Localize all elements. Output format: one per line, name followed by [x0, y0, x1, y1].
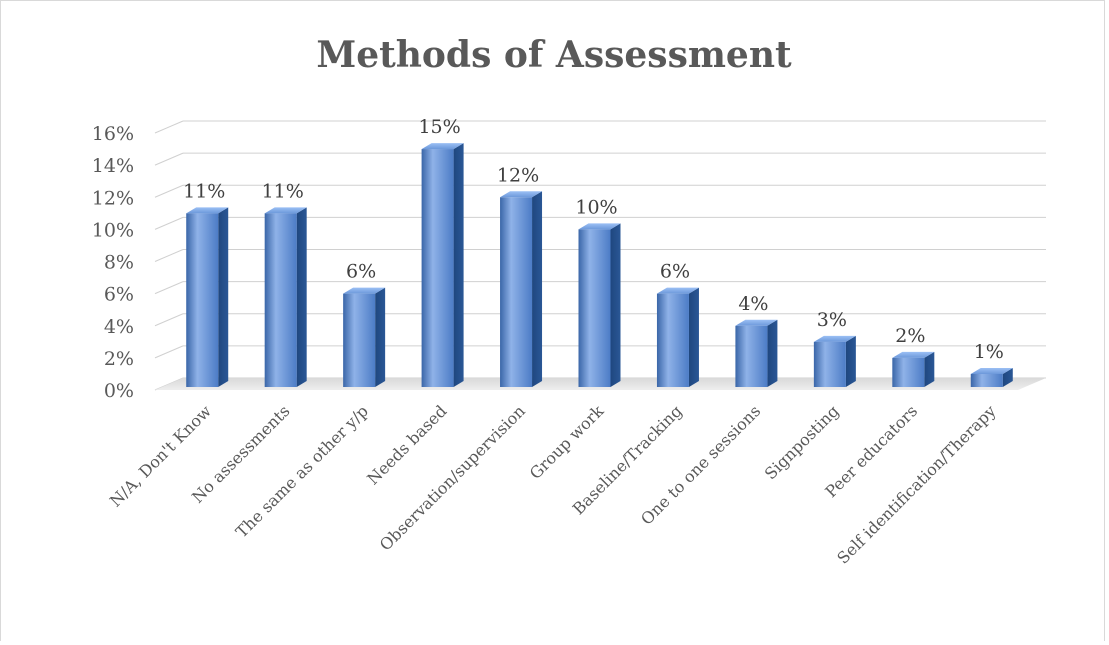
bar-front [656, 293, 689, 387]
bar-side [453, 143, 464, 387]
y-tick-label: 12% [92, 187, 134, 209]
bar-front [970, 373, 1003, 387]
bar-side [924, 351, 935, 387]
bar-top [578, 223, 621, 230]
bar-side [845, 335, 856, 387]
bar [343, 287, 386, 387]
data-label: 2% [895, 325, 925, 347]
bar-front [421, 149, 454, 387]
bar [892, 351, 935, 387]
bar-side [610, 223, 621, 387]
bar-front [186, 213, 219, 387]
data-label: 3% [817, 309, 847, 331]
data-label: 1% [974, 341, 1004, 363]
grid-line-depth [154, 345, 184, 359]
bar-front [813, 341, 846, 387]
data-label: 12% [497, 164, 539, 186]
data-label: 4% [738, 293, 768, 315]
y-tick-label: 0% [104, 380, 134, 402]
grid-line-depth [154, 152, 184, 166]
bar-front [500, 197, 533, 387]
bar [735, 319, 778, 387]
bar-top [813, 335, 856, 342]
data-labels: 11% 11% 6% 15% 12% 10% 6% 4% 3% 2% 1% [183, 116, 1004, 363]
y-tick-label: 10% [92, 219, 134, 241]
bar [813, 335, 856, 387]
grid-line-depth [154, 184, 184, 198]
bar [500, 191, 543, 387]
bar [421, 143, 464, 387]
bar-side [296, 207, 307, 387]
bar-top [186, 207, 229, 214]
grid-line-depth [154, 120, 184, 134]
y-axis: 0% 2% 4% 6% 8% 10% 12% 14% 16% [92, 123, 134, 402]
bar-front [892, 357, 925, 387]
data-label: 11% [262, 180, 304, 202]
bar-top [656, 287, 699, 294]
bar [264, 207, 307, 387]
y-tick-label: 2% [104, 348, 134, 370]
y-tick-label: 14% [92, 155, 134, 177]
bar-top [264, 207, 307, 214]
bar-side [532, 191, 543, 387]
grid-line-depth [154, 216, 184, 230]
y-tick-label: 6% [104, 284, 134, 306]
data-label: 6% [346, 261, 376, 283]
bar [186, 207, 229, 387]
bar-front [735, 325, 768, 387]
y-tick-label: 16% [92, 123, 134, 145]
bar-side [688, 287, 699, 387]
bar-front [578, 229, 611, 387]
y-tick-label: 4% [104, 316, 134, 338]
bar [656, 287, 699, 387]
grid-line-depth [154, 281, 184, 295]
bar-top [735, 319, 778, 326]
bar-top [500, 191, 543, 198]
x-tick-label: Observation/supervision [376, 401, 529, 554]
x-tick-label: The same as other y/p [232, 401, 372, 541]
bar-top [421, 143, 464, 150]
bar-side [767, 319, 778, 387]
bar-top [343, 287, 386, 294]
bars [186, 143, 1013, 387]
bar-front [343, 293, 376, 387]
data-label: 15% [418, 116, 460, 138]
bar-top [892, 351, 935, 358]
x-tick-label: Signposting [761, 401, 843, 483]
data-label: 6% [660, 261, 690, 283]
bar-side [1002, 367, 1013, 387]
data-label: 11% [183, 180, 225, 202]
x-tick-label: Self identification/Therapy [833, 401, 999, 567]
y-tick-label: 8% [104, 252, 134, 274]
data-label: 10% [575, 196, 617, 218]
bar [970, 367, 1013, 387]
x-tick-label: Group work [526, 401, 608, 483]
bar-top [970, 367, 1013, 374]
bar [578, 223, 621, 387]
bar-side [375, 287, 386, 387]
grid-line-depth [154, 249, 184, 262]
chart-title: Methods of Assessment [316, 34, 792, 76]
x-tick-label: Needs based [363, 401, 450, 488]
bar-front [264, 213, 297, 387]
grid-line-depth [154, 313, 184, 327]
bar-side [218, 207, 229, 387]
